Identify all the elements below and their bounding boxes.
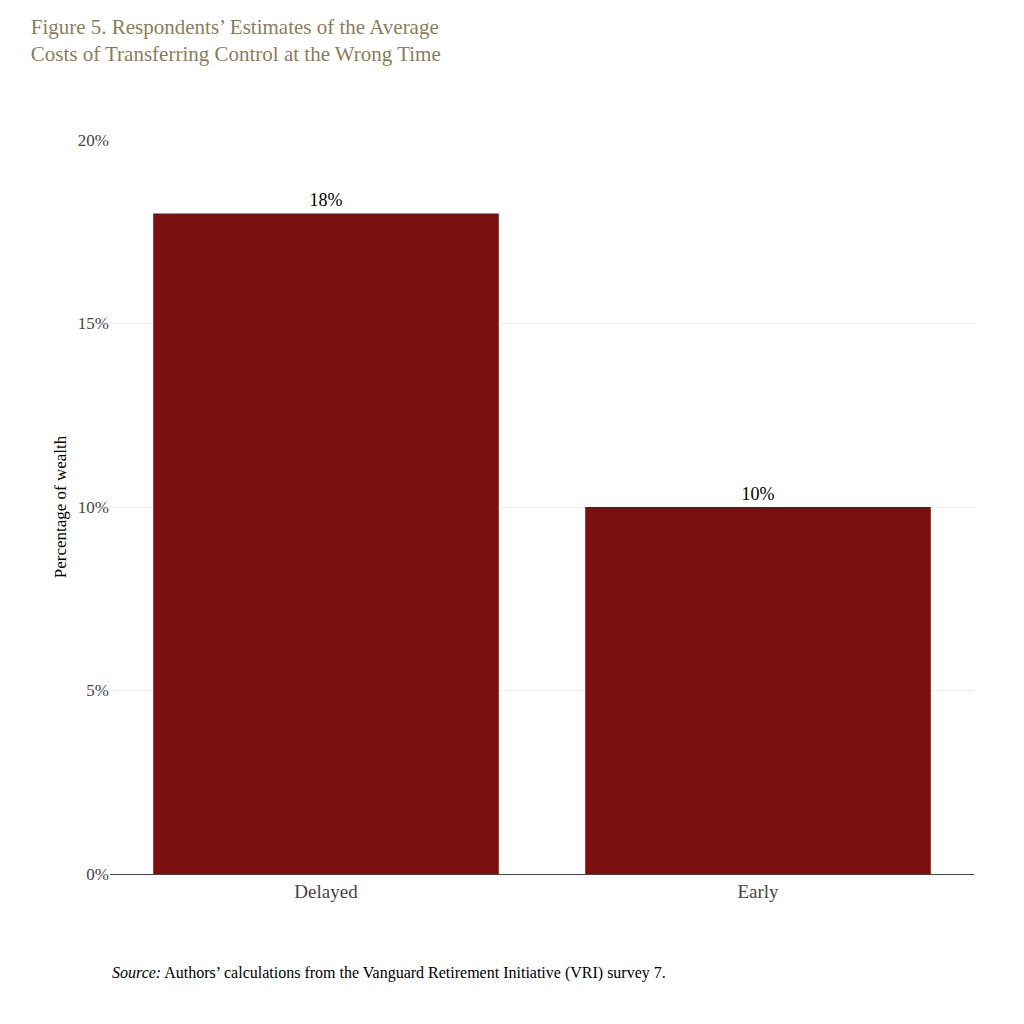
svg-text:0%: 0%: [86, 865, 109, 884]
svg-text:Delayed: Delayed: [294, 881, 358, 902]
svg-text:Figure 5. Respondents’ Estimat: Figure 5. Respondents’ Estimates of the …: [31, 15, 441, 66]
svg-text:15%: 15%: [78, 314, 109, 333]
svg-text:Early: Early: [737, 881, 779, 902]
svg-text:10%: 10%: [78, 498, 109, 517]
svg-text:5%: 5%: [86, 681, 109, 700]
svg-text:Percentage of wealth: Percentage of wealth: [51, 435, 70, 578]
svg-text:Source: Authors’ calculations: Source: Authors’ calculations from the V…: [112, 964, 666, 982]
svg-text:18%: 18%: [310, 190, 343, 210]
svg-text:20%: 20%: [78, 131, 109, 150]
svg-text:10%: 10%: [742, 484, 775, 504]
